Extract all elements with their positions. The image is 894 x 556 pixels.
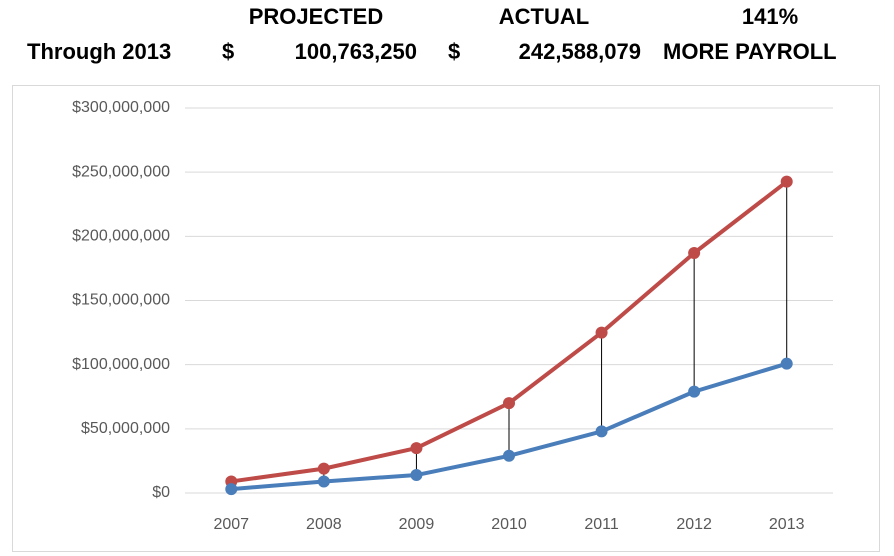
point: [225, 483, 238, 496]
x-tick-label: 2011: [584, 516, 619, 533]
y-tick-label: $0: [152, 484, 170, 501]
point: [410, 469, 423, 482]
point: [503, 449, 515, 462]
currency: $: [448, 39, 460, 64]
header-projected: PROJECTED: [249, 4, 383, 29]
projected-total: 100,763,250: [295, 39, 417, 64]
x-tick-label: 2009: [399, 516, 435, 533]
point: [503, 397, 515, 410]
currency: $: [222, 39, 234, 64]
y-tick-label: $150,000,000: [72, 292, 170, 309]
point: [688, 247, 701, 260]
x-tick-label: 2007: [213, 516, 249, 533]
x-tick-label: 2012: [676, 516, 712, 533]
y-tick-label: $50,000,000: [81, 420, 170, 437]
x-tick-label: 2010: [491, 516, 527, 533]
point: [595, 326, 608, 339]
actual-total: 242,588,079: [519, 39, 641, 64]
row-label: Through 2013: [27, 39, 171, 64]
point: [780, 175, 793, 188]
point: [688, 385, 701, 398]
header-percent: 141%: [742, 4, 798, 29]
y-tick-label: $300,000,000: [72, 99, 170, 116]
point: [595, 425, 608, 438]
point: [317, 462, 330, 475]
point: [410, 442, 423, 455]
more-label: MORE PAYROLL: [663, 39, 837, 64]
point: [317, 475, 330, 488]
y-tick-label: $250,000,000: [72, 163, 170, 180]
x-tick-label: 2008: [306, 516, 342, 533]
chart-border: [12, 85, 880, 552]
y-tick-label: $100,000,000: [72, 356, 170, 373]
y-tick-label: $200,000,000: [72, 228, 170, 245]
point: [780, 357, 793, 370]
header-actual: ACTUAL: [499, 4, 589, 29]
x-tick-label: 2013: [769, 516, 805, 533]
